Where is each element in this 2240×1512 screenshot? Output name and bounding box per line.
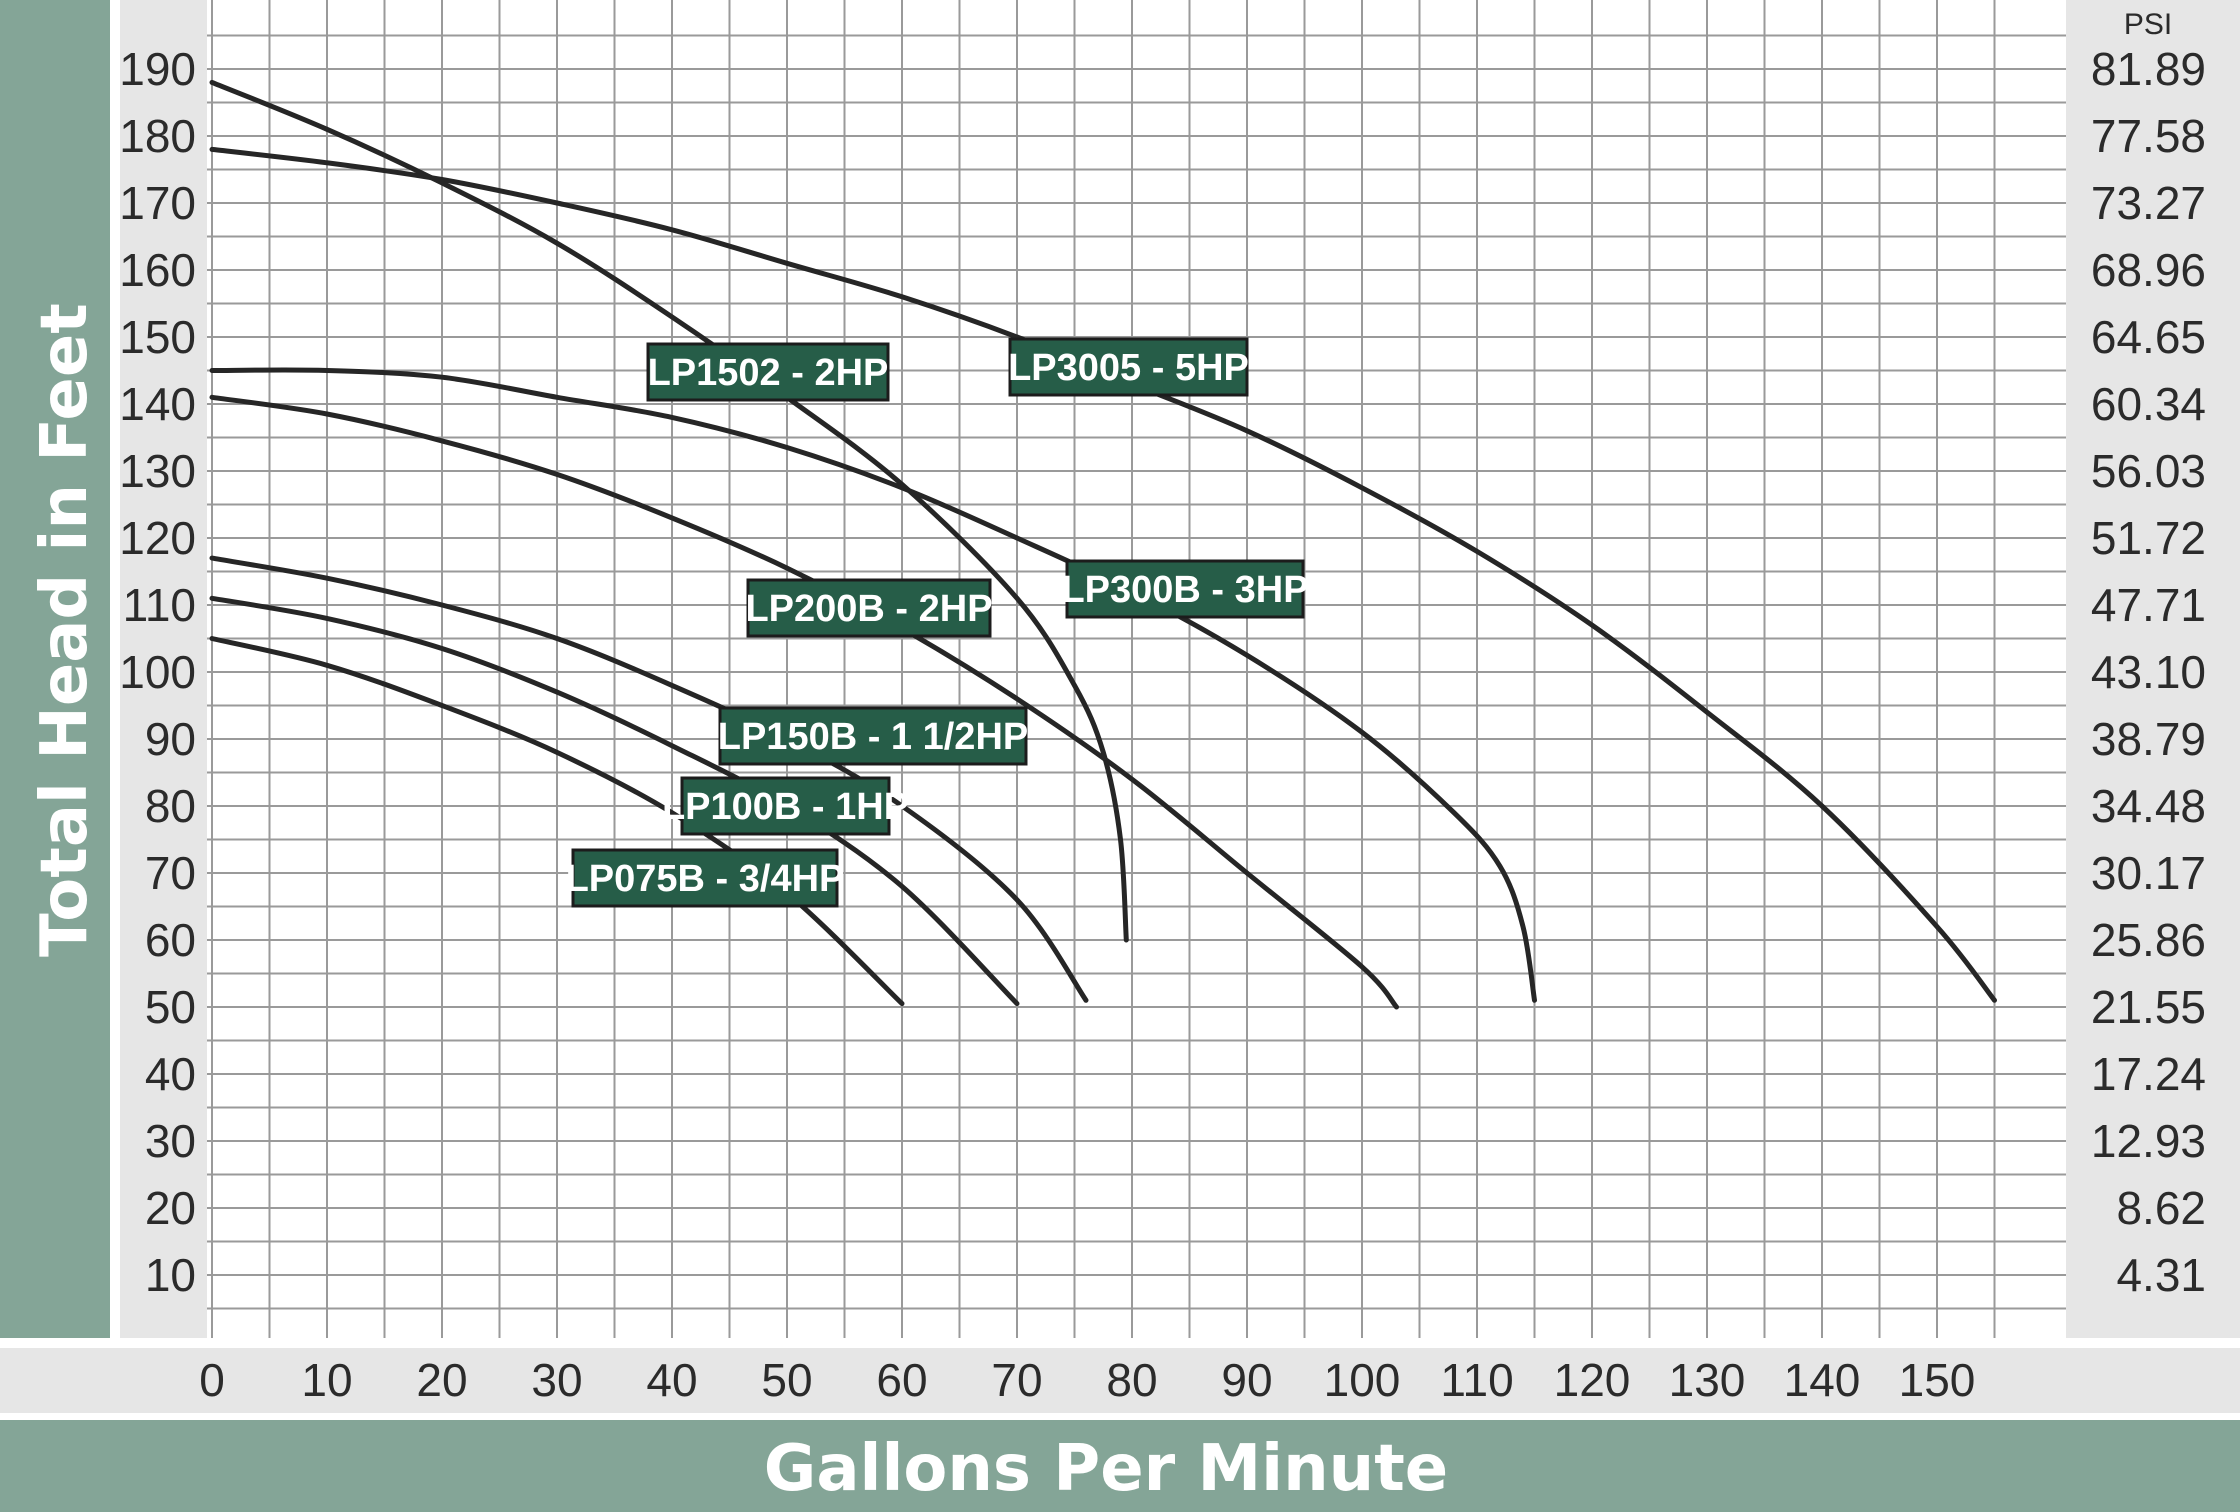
psi-tick-label: 68.96 — [2091, 244, 2206, 296]
x-tick-label: 20 — [416, 1354, 467, 1406]
y-tick-label: 110 — [123, 579, 196, 631]
curve-label-box — [680, 776, 891, 836]
pump-curve — [209, 555, 1089, 1003]
psi-tick-label: 21.55 — [2091, 981, 2206, 1033]
curve-label: LP200B - 2HP — [745, 588, 992, 630]
x-tick-label: 80 — [1106, 1354, 1157, 1406]
psi-tick-label: 64.65 — [2091, 311, 2206, 363]
x-tick-label: 30 — [531, 1354, 582, 1406]
grid — [207, 0, 2066, 1338]
y-tick-label: 120 — [119, 512, 196, 564]
bottom-axis-band — [0, 1420, 2240, 1512]
curve-labels: LP3005 - 5HP LP1502 - 2HP LP300B - 3HP LP20… — [566, 337, 1309, 908]
psi-tick-label: 56.03 — [2091, 445, 2206, 497]
y-tick-label: 40 — [145, 1048, 196, 1100]
y-tick-label: 180 — [119, 110, 196, 162]
psi-tick-label: 60.34 — [2091, 378, 2206, 430]
x-tick-label: 40 — [646, 1354, 697, 1406]
y-tick-label: 150 — [119, 311, 196, 363]
y-tick-label: 190 — [119, 43, 196, 95]
x-tick-label: 50 — [761, 1354, 812, 1406]
curve-label: LP3005 - 5HP — [1008, 347, 1249, 389]
psi-unit-label: PSI — [2124, 8, 2172, 41]
y-tick-label: 90 — [145, 713, 196, 765]
curve-label: LP1502 - 2HP — [648, 352, 889, 394]
psi-tick-label: 34.48 — [2091, 780, 2206, 832]
y-tick-label: 70 — [145, 847, 196, 899]
pump-curves — [209, 79, 1997, 1010]
x-tick-label: 90 — [1221, 1354, 1272, 1406]
pump-curve — [209, 79, 1129, 943]
psi-tick-label: 8.62 — [2116, 1182, 2206, 1234]
psi-tick-label: 43.10 — [2091, 646, 2206, 698]
psi-tick-label: 81.89 — [2091, 43, 2206, 95]
psi-tick-label: 73.27 — [2091, 177, 2206, 229]
psi-axis-ticks: 4.31 8.62 12.93 17.24 21.55 25.86 30.17 34.48 38… — [2091, 43, 2206, 1301]
y-tick-label: 50 — [145, 981, 196, 1033]
x-tick-label: 10 — [301, 1354, 352, 1406]
curve-label-box — [1008, 337, 1249, 397]
curve-label: LP150B - 1 1/2HP — [718, 716, 1028, 758]
left-axis-band — [0, 0, 110, 1338]
psi-tick-label: 51.72 — [2091, 512, 2206, 564]
y-tick-label: 160 — [119, 244, 196, 296]
y-axis-title: Total Head in Feet — [28, 303, 102, 957]
y-tick-label: 80 — [145, 780, 196, 832]
x-axis-title: Gallons Per Minute — [764, 1432, 1448, 1506]
x-axis-ticks: 0 10 20 30 40 50 60 70 80 90 100 110 120 130 140 150 — [199, 1354, 1975, 1406]
plot-area — [207, 0, 2066, 1338]
x-tick-label: 0 — [199, 1354, 225, 1406]
pump-curve — [209, 595, 1020, 1007]
y-tick-label: 100 — [119, 646, 196, 698]
y-tick-label: 140 — [119, 378, 196, 430]
curve-label: LP075B - 3/4HP — [566, 858, 845, 900]
y-tick-label: 30 — [145, 1115, 196, 1167]
psi-tick-label: 47.71 — [2091, 579, 2206, 631]
x-tick-label: 60 — [876, 1354, 927, 1406]
curve-label-box — [646, 342, 890, 402]
psi-tick-label: 4.31 — [2116, 1249, 2206, 1301]
curve-label-box — [1065, 559, 1305, 619]
psi-tick-label: 17.24 — [2091, 1048, 2206, 1100]
psi-tick-label: 25.86 — [2091, 914, 2206, 966]
x-tick-label: 100 — [1324, 1354, 1401, 1406]
y-axis-ticks: 10 20 30 40 50 60 70 80 90 100 110 120 130 140 150 160 1… — [119, 43, 196, 1301]
x-axis-panel — [0, 1348, 2240, 1413]
psi-tick-label: 30.17 — [2091, 847, 2206, 899]
y-tick-label: 60 — [145, 914, 196, 966]
y-tick-label: 130 — [119, 445, 196, 497]
x-tick-label: 110 — [1440, 1354, 1513, 1406]
psi-tick-label: 77.58 — [2091, 110, 2206, 162]
x-tick-label: 120 — [1554, 1354, 1631, 1406]
curve-label-box — [571, 848, 839, 908]
x-tick-label: 140 — [1784, 1354, 1861, 1406]
psi-tick-label: 38.79 — [2091, 713, 2206, 765]
psi-tick-label: 12.93 — [2091, 1115, 2206, 1167]
x-tick-label: 150 — [1899, 1354, 1976, 1406]
x-tick-label: 130 — [1669, 1354, 1746, 1406]
pump-curve — [209, 367, 1537, 1003]
y-tick-label: 20 — [145, 1182, 196, 1234]
left-axis-panel — [120, 0, 207, 1338]
y-tick-label: 10 — [145, 1249, 196, 1301]
psi-axis-panel — [2066, 0, 2240, 1338]
curve-label-box — [746, 578, 992, 638]
curve-label: LP300B - 3HP — [1061, 569, 1308, 611]
curve-label-box — [718, 706, 1028, 766]
x-tick-label: 70 — [991, 1354, 1042, 1406]
curve-label: LP100B - 1HP — [662, 786, 909, 828]
y-tick-label: 170 — [119, 177, 196, 229]
